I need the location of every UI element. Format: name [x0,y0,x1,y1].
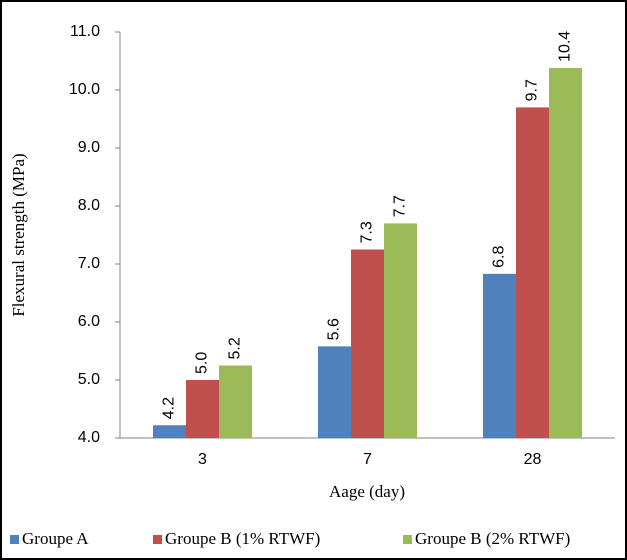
y-tick-label: 7.0 [78,255,100,272]
bar [351,249,384,438]
y-tick-label: 4.0 [78,429,100,446]
y-tick-label: 9.0 [78,139,100,156]
data-label: 5.2 [227,337,244,359]
data-label: 9.7 [524,79,541,101]
data-label: 10.4 [557,31,574,62]
bar [219,365,252,438]
legend-swatch [403,535,412,544]
data-label: 6.8 [491,246,508,268]
data-label: 5.6 [326,318,343,340]
legend-label: Groupe B (2% RTWF) [415,529,570,548]
bar [483,273,516,438]
x-tick-label: 28 [524,451,542,468]
legend-label: Groupe B (1% RTWF) [165,529,320,548]
y-tick-label: 6.0 [78,313,100,330]
bar [516,107,549,439]
legend-swatch [10,535,19,544]
bar [186,380,219,438]
bar [318,346,351,438]
x-tick-label: 7 [363,451,372,468]
data-label: 7.7 [392,195,409,217]
bar [549,67,582,439]
bar [384,223,417,438]
y-tick-label: 10.0 [69,81,100,98]
data-label: 5.0 [194,352,211,374]
data-label: 4.2 [161,397,178,419]
y-tick-label: 8.0 [78,197,100,214]
y-tick-label: 5.0 [78,371,100,388]
legend-swatch [153,535,162,544]
x-tick-label: 3 [198,451,207,468]
y-axis-title: Flexural strength (MPa) [9,153,28,316]
legend-label: Groupe A [22,529,89,548]
x-axis-title: Aage (day) [329,482,405,501]
data-label: 7.3 [359,221,376,243]
y-tick-label: 11.0 [70,23,100,40]
bar [153,425,186,438]
